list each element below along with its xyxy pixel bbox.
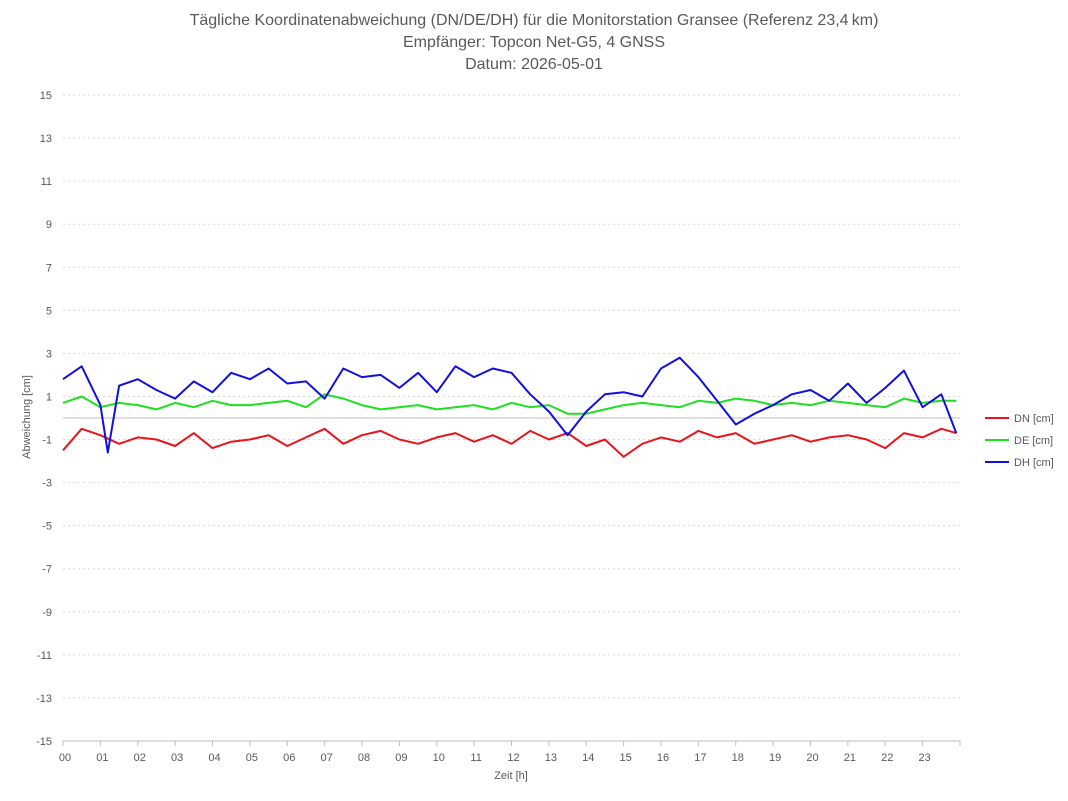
chart-title-block: Tägliche Koordinatenabweichung (DN/DE/DH…	[0, 10, 1068, 76]
y-tick-label: 1	[46, 391, 52, 403]
x-tick-label: 20	[806, 752, 818, 764]
x-tick-label: 06	[283, 752, 295, 764]
y-tick-label: -11	[37, 650, 52, 662]
legend-label: DN [cm]	[1014, 413, 1054, 425]
x-tick-label: 19	[769, 752, 781, 764]
x-tick-label: 07	[321, 752, 333, 764]
chart-subtitle-receiver: Empfänger: Topcon Net-G5, 4 GNSS	[402, 34, 666, 51]
chart-subtitle-date: Datum: 2026-05-01	[465, 56, 603, 73]
series-line-dn	[62, 427, 957, 458]
x-tick-label: 22	[881, 752, 893, 764]
x-tick-label: 08	[358, 752, 370, 764]
x-tick-label: 05	[246, 752, 258, 764]
x-tick-labels: 00 01 02 03 04 05 06 07 08 09 10 11 12 13 14 15 16 17 18 19…	[59, 741, 961, 764]
grid-lines	[63, 94, 960, 742]
y-tick-label: -7	[42, 564, 52, 576]
y-tick-label: -9	[42, 607, 52, 619]
x-tick-label: 00	[59, 752, 71, 764]
x-tick-label: 21	[844, 752, 856, 764]
x-tick-label: 16	[657, 752, 669, 764]
x-tick-label: 13	[545, 752, 557, 764]
y-tick-label: 13	[40, 133, 52, 145]
legend-label: DE [cm]	[1014, 435, 1053, 447]
legend: DN [cm] DE [cm] DH [cm]	[985, 413, 1054, 469]
y-tick-label: -5	[42, 521, 52, 533]
legend-label: DH [cm]	[1014, 457, 1054, 469]
x-tick-label: 15	[620, 752, 632, 764]
y-tick-label: -1	[42, 435, 52, 447]
series-line-de	[62, 393, 957, 415]
y-axis-label: Abweichung [cm]	[21, 375, 33, 459]
series-lines	[62, 356, 958, 458]
y-tick-label: 5	[46, 305, 52, 317]
chart-title: Tägliche Koordinatenabweichung (DN/DE/DH…	[189, 12, 879, 29]
x-tick-label: 03	[171, 752, 183, 764]
y-tick-label: 3	[46, 348, 52, 360]
y-tick-label: -3	[42, 478, 52, 490]
y-tick-label: 7	[46, 262, 52, 274]
x-axis-label: Zeit [h]	[494, 770, 528, 782]
x-tick-label: 17	[694, 752, 706, 764]
y-tick-labels: 15 13 11 9 7 5 3 1 -1 -3 -5 -7 -9 -11 -13 -15	[36, 90, 52, 748]
y-tick-label: 15	[40, 90, 52, 102]
x-tick-label: 10	[433, 752, 445, 764]
x-tick-label: 11	[470, 752, 481, 764]
y-tick-label: -15	[36, 736, 52, 748]
x-tick-label: 23	[919, 752, 931, 764]
y-tick-label: -13	[36, 693, 52, 705]
y-tick-label: 11	[41, 176, 52, 188]
x-tick-label: 04	[208, 752, 220, 764]
x-tick-label: 12	[507, 752, 519, 764]
x-tick-label: 02	[134, 752, 146, 764]
x-tick-label: 01	[96, 752, 108, 764]
x-tick-label: 18	[732, 752, 744, 764]
x-tick-label: 09	[395, 752, 407, 764]
x-tick-label: 14	[582, 752, 594, 764]
series-line-dh	[62, 356, 958, 454]
y-tick-label: 9	[46, 219, 52, 231]
